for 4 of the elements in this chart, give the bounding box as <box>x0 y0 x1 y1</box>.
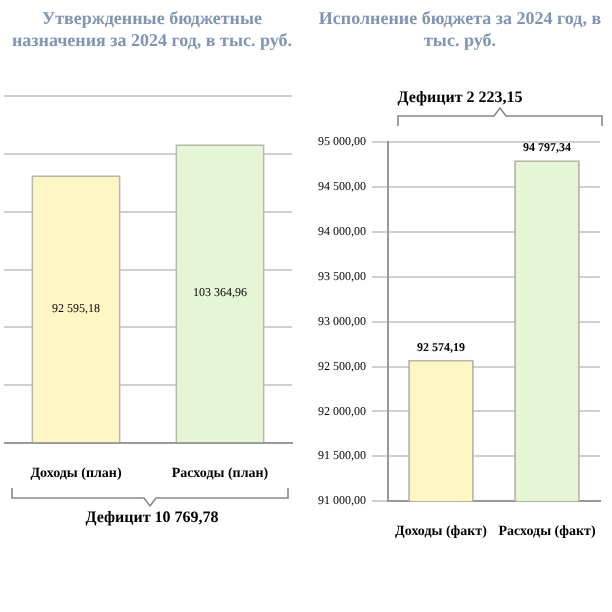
chart-title: Исполнение бюджета за 2024 год, в тыс. руб. <box>316 8 604 54</box>
text: Дефицит 2 223,15 <box>395 88 525 106</box>
text: Дефицит 10 769,78 <box>83 508 221 526</box>
chart-title: Утвержденные бюджетные назначения за 2024 год, в тыс. руб. <box>9 8 295 54</box>
